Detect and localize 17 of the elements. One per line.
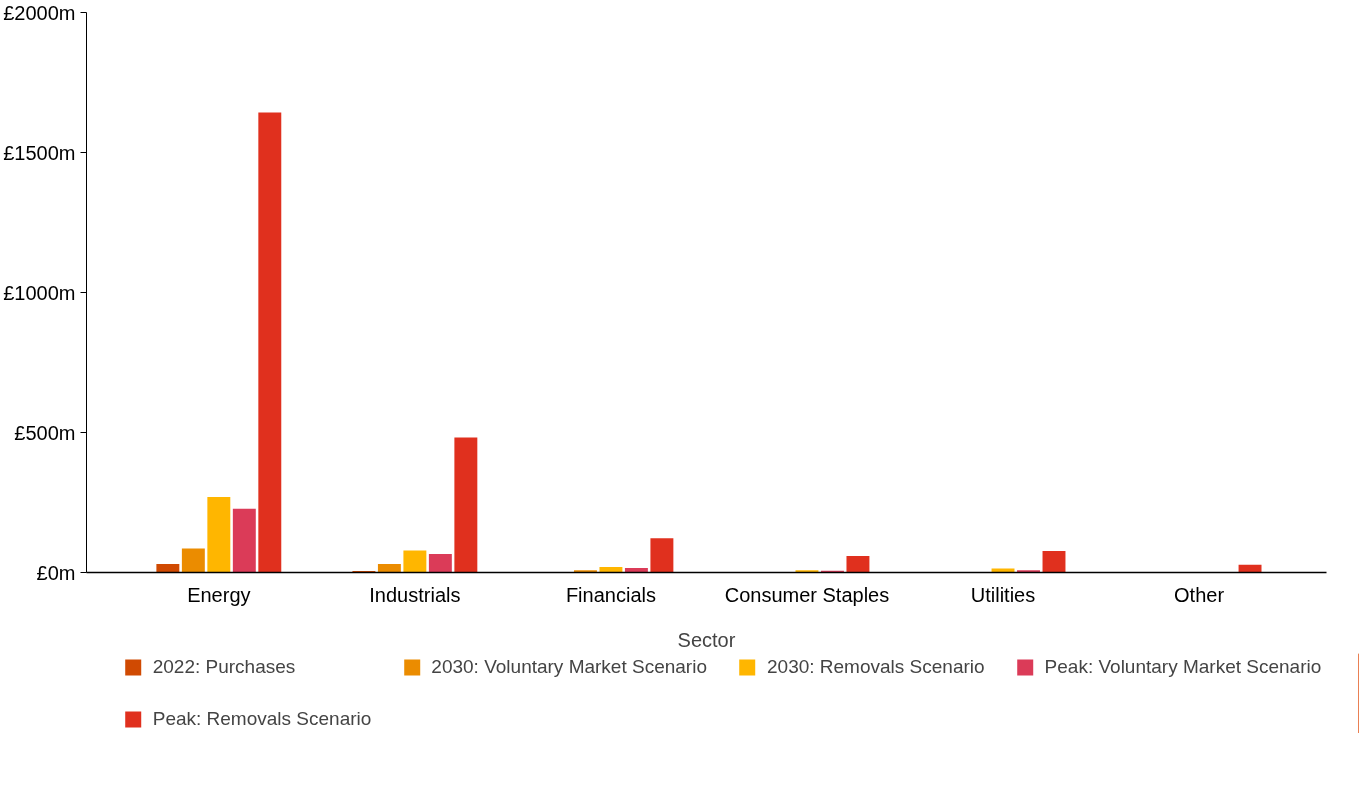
- x-tick-label: Industrials: [369, 583, 461, 606]
- legend-label: Peak: Voluntary Market Scenario: [1044, 656, 1322, 678]
- y-tick-label: £1500m: [3, 141, 76, 164]
- legend-label: 2022: Purchases: [152, 656, 296, 678]
- x-tick-label: Other: [1174, 583, 1225, 606]
- legend-label: 2030: Removals Scenario: [767, 656, 985, 678]
- x-tick-label: Energy: [187, 583, 251, 606]
- x-tick-label: Utilities: [970, 583, 1036, 606]
- x-tick-label: Financials: [565, 583, 656, 606]
- legend-label: Peak: Removals Scenario: [152, 708, 372, 730]
- x-axis-title: Sector: [677, 628, 736, 651]
- y-tick-label: £2000m: [3, 1, 76, 24]
- y-tick-label: £500m: [14, 421, 76, 444]
- x-tick-label: Consumer Staples: [724, 583, 890, 606]
- legend-label: 2030: Voluntary Market Scenario: [431, 656, 707, 678]
- y-tick-label: £0m: [36, 561, 76, 584]
- y-tick-label: £1000m: [3, 281, 76, 304]
